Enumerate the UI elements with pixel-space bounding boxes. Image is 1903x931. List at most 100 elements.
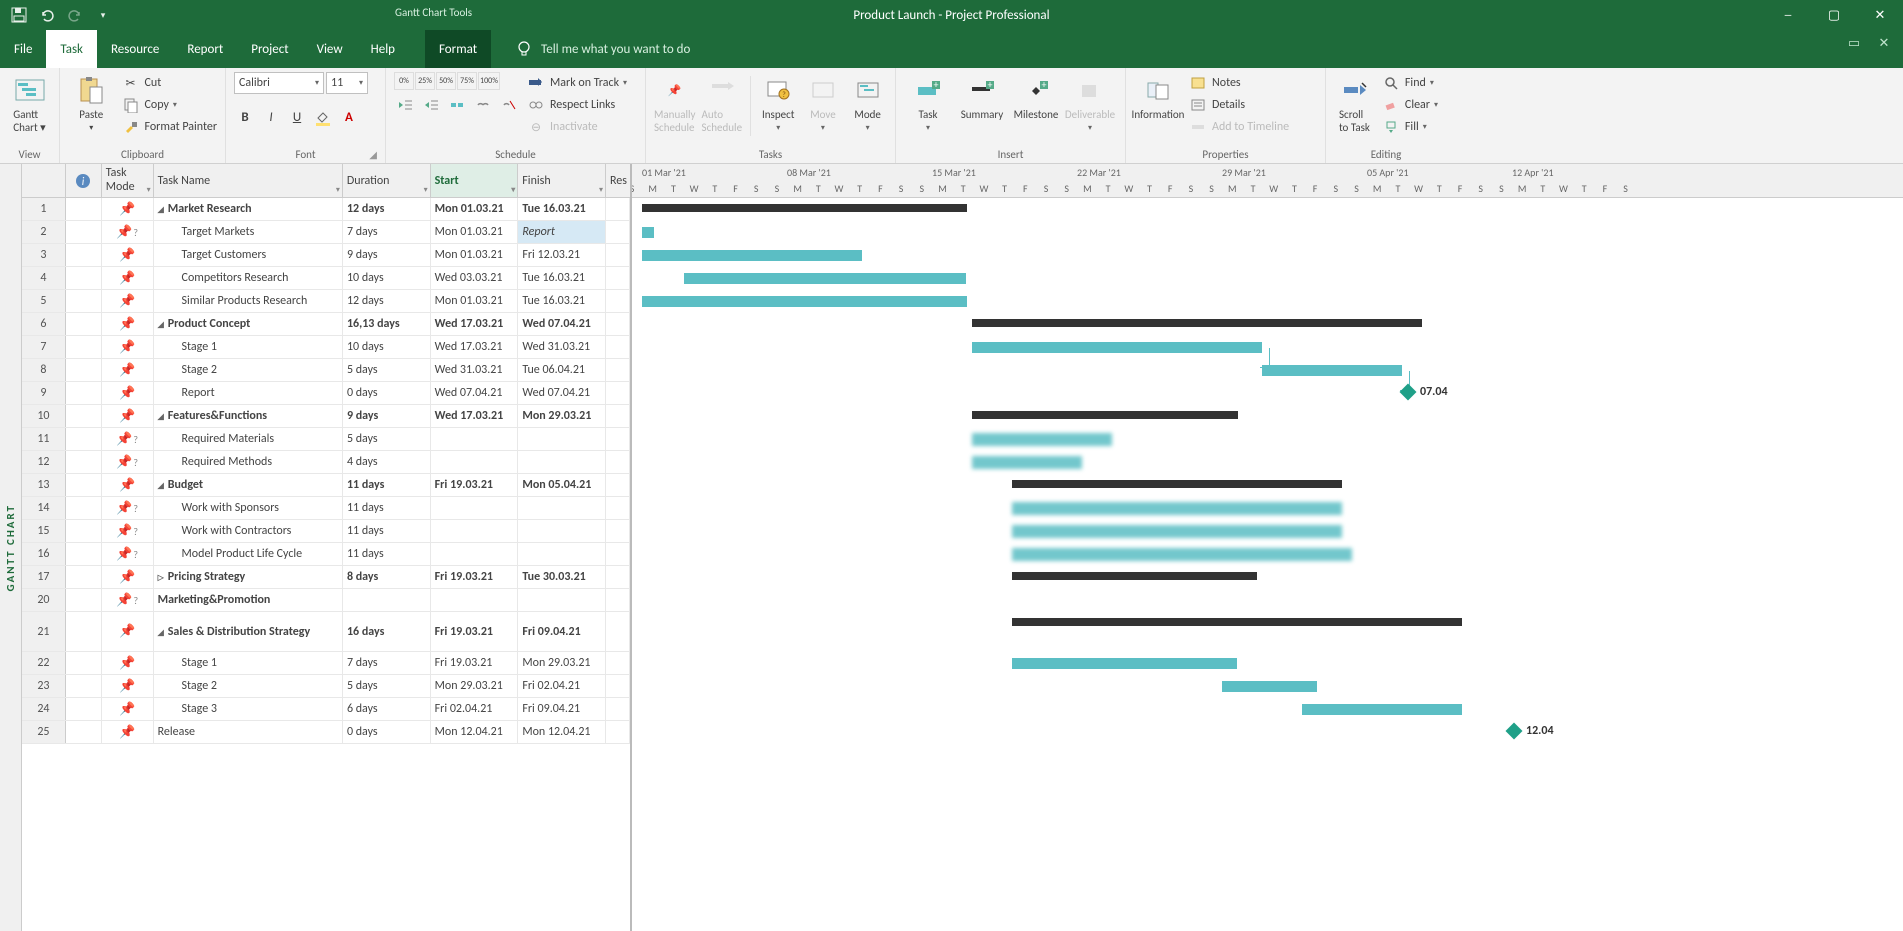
row-number[interactable]: 5 (22, 290, 66, 312)
tab-task[interactable]: Task (46, 30, 97, 68)
cell-start[interactable] (431, 589, 519, 611)
pct-50[interactable]: 50% (436, 72, 456, 90)
cell-duration[interactable]: 11 days (343, 497, 431, 519)
cell-mode[interactable]: 📌 (102, 198, 154, 220)
pct-75[interactable]: 75% (457, 72, 477, 90)
cell-finish[interactable]: Tue 30.03.21 (518, 566, 606, 588)
task-row[interactable]: 24📌Stage 36 daysFri 02.04.21Fri 09.04.21 (22, 698, 630, 721)
cell-indicator[interactable] (66, 497, 102, 519)
fill-button[interactable]: Fill ▾ (1381, 116, 1438, 138)
cell-mode[interactable]: 📌 (102, 520, 154, 542)
task-bar[interactable] (1012, 525, 1342, 538)
cell-start[interactable]: Fri 19.03.21 (431, 474, 519, 496)
row-number[interactable]: 15 (22, 520, 66, 542)
cell-duration[interactable]: 8 days (343, 566, 431, 588)
cell-mode[interactable]: 📌 (102, 652, 154, 674)
cell-indicator[interactable] (66, 675, 102, 697)
cell-duration[interactable]: 11 days (343, 474, 431, 496)
row-number[interactable]: 10 (22, 405, 66, 427)
task-row[interactable]: 12📌Required Methods4 days (22, 451, 630, 474)
summary-bar[interactable] (1012, 480, 1342, 488)
task-row[interactable]: 21📌Sales & Distribution Strategy16 daysF… (22, 612, 630, 652)
header-start[interactable]: Start▾ (431, 164, 519, 197)
outdent-button[interactable] (394, 94, 416, 116)
cell-start[interactable]: Wed 03.03.21 (431, 267, 519, 289)
cell-start[interactable]: Wed 31.03.21 (431, 359, 519, 381)
paste-button[interactable]: Paste▾ (68, 72, 115, 133)
row-number[interactable]: 16 (22, 543, 66, 565)
cell-mode[interactable]: 📌 (102, 405, 154, 427)
row-number[interactable]: 4 (22, 267, 66, 289)
cell-task-name[interactable]: Target Customers (154, 244, 343, 266)
save-icon[interactable] (6, 2, 32, 28)
cell-start[interactable]: Mon 01.03.21 (431, 244, 519, 266)
summary-bar[interactable] (1012, 618, 1462, 626)
cell-indicator[interactable] (66, 267, 102, 289)
cell-mode[interactable]: 📌 (102, 474, 154, 496)
cell-task-name[interactable]: Target Markets (154, 221, 343, 243)
cell-indicator[interactable] (66, 698, 102, 720)
cell-task-name[interactable]: Model Product Life Cycle (154, 543, 343, 565)
cell-mode[interactable]: 📌 (102, 428, 154, 450)
task-bar[interactable] (972, 433, 1112, 446)
ribbon-collapse-icon[interactable]: ▭ (1841, 30, 1867, 56)
cell-task-name[interactable]: Work with Sponsors (154, 497, 343, 519)
task-row[interactable]: 3📌Target Customers9 daysMon 01.03.21Fri … (22, 244, 630, 267)
row-number[interactable]: 20 (22, 589, 66, 611)
cell-indicator[interactable] (66, 359, 102, 381)
cell-finish[interactable] (518, 543, 606, 565)
indent-button[interactable] (420, 94, 442, 116)
header-rownum[interactable] (22, 164, 66, 197)
cell-finish[interactable]: Wed 07.04.21 (518, 382, 606, 404)
unlink-button[interactable] (498, 94, 520, 116)
cell-start[interactable] (431, 451, 519, 473)
cell-duration[interactable]: 0 days (343, 382, 431, 404)
cell-start[interactable] (431, 543, 519, 565)
task-row[interactable]: 4📌Competitors Research10 daysWed 03.03.2… (22, 267, 630, 290)
cell-mode[interactable]: 📌 (102, 382, 154, 404)
cell-indicator[interactable] (66, 221, 102, 243)
cell-resources[interactable] (606, 520, 630, 542)
cell-duration[interactable]: 5 days (343, 428, 431, 450)
cell-resources[interactable] (606, 428, 630, 450)
task-row[interactable]: 23📌Stage 25 daysMon 29.03.21Fri 02.04.21 (22, 675, 630, 698)
cell-task-name[interactable]: Similar Products Research (154, 290, 343, 312)
find-button[interactable]: Find ▾ (1381, 72, 1438, 94)
cell-task-name[interactable]: Stage 2 (154, 675, 343, 697)
font-color-button[interactable]: A (338, 106, 360, 128)
font-name-select[interactable]: Calibri▾ (234, 72, 324, 94)
italic-button[interactable]: I (260, 106, 282, 128)
cell-finish[interactable]: Mon 29.03.21 (518, 405, 606, 427)
clear-button[interactable]: Clear ▾ (1381, 94, 1438, 116)
cell-mode[interactable]: 📌 (102, 721, 154, 743)
row-number[interactable]: 3 (22, 244, 66, 266)
mode-button[interactable]: Mode▾ (848, 72, 887, 133)
cell-finish[interactable]: Fri 09.04.21 (518, 612, 606, 651)
task-bar[interactable] (1302, 704, 1462, 715)
bold-button[interactable]: B (234, 106, 256, 128)
cell-finish[interactable] (518, 428, 606, 450)
qat-dropdown-icon[interactable]: ▾ (90, 2, 116, 28)
header-duration[interactable]: Duration▾ (343, 164, 431, 197)
cell-task-name[interactable]: Market Research (154, 198, 343, 220)
cell-duration[interactable]: 9 days (343, 244, 431, 266)
cell-finish[interactable]: Tue 06.04.21 (518, 359, 606, 381)
cell-resources[interactable] (606, 652, 630, 674)
tab-project[interactable]: Project (237, 30, 302, 68)
cell-task-name[interactable]: Marketing&Promotion (154, 589, 343, 611)
mark-on-track-button[interactable]: Mark on Track ▾ (526, 72, 627, 94)
cell-mode[interactable]: 📌 (102, 543, 154, 565)
row-number[interactable]: 1 (22, 198, 66, 220)
task-row[interactable]: 17📌Pricing Strategy8 daysFri 19.03.21Tue… (22, 566, 630, 589)
cell-mode[interactable]: 📌 (102, 221, 154, 243)
row-number[interactable]: 12 (22, 451, 66, 473)
cell-duration[interactable]: 6 days (343, 698, 431, 720)
cell-indicator[interactable] (66, 612, 102, 651)
cell-mode[interactable]: 📌 (102, 451, 154, 473)
cell-start[interactable]: Wed 17.03.21 (431, 313, 519, 335)
cell-task-name[interactable]: Product Concept (154, 313, 343, 335)
header-indicators[interactable]: i (66, 164, 102, 197)
cell-duration[interactable]: 16,13 days (343, 313, 431, 335)
undo-icon[interactable] (34, 2, 60, 28)
task-row[interactable]: 22📌Stage 17 daysFri 19.03.21Mon 29.03.21 (22, 652, 630, 675)
